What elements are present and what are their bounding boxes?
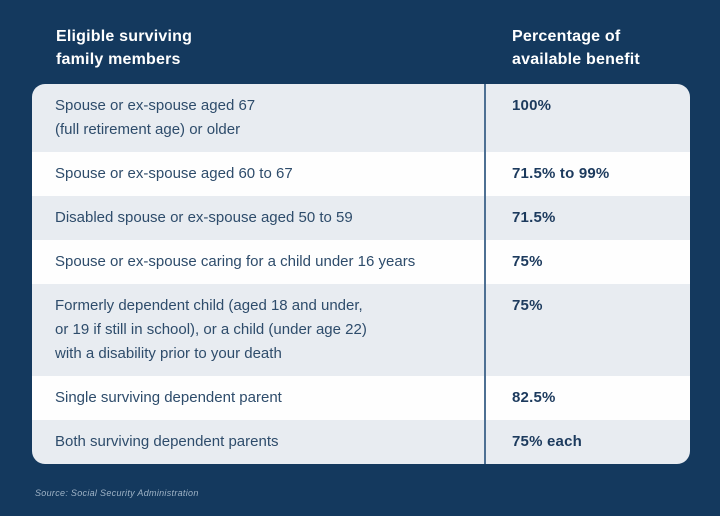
benefit-cell: 75% xyxy=(484,284,690,376)
benefit-cell: 82.5% xyxy=(484,376,690,420)
table-header: Eligible surviving family members Percen… xyxy=(0,0,720,71)
benefit-cell: 75% each xyxy=(484,420,690,464)
benefit-cell: 75% xyxy=(484,240,690,284)
table-row: Disabled spouse or ex-spouse aged 50 to … xyxy=(32,196,690,240)
table-row: Spouse or ex-spouse caring for a child u… xyxy=(32,240,690,284)
member-cell: Both surviving dependent parents xyxy=(55,433,279,450)
member-cell: Disabled spouse or ex-spouse aged 50 to … xyxy=(55,209,353,226)
table-row: Both surviving dependent parents 75% eac… xyxy=(32,420,690,464)
table-row: Single surviving dependent parent 82.5% xyxy=(32,376,690,420)
benefit-cell: 71.5% to 99% xyxy=(484,152,690,196)
member-cell: Formerly dependent child (aged 18 and un… xyxy=(55,297,367,362)
member-cell: Spouse or ex-spouse aged 67 (full retire… xyxy=(55,97,256,138)
header-benefit-label: Percentage of available benefit xyxy=(512,28,640,68)
benefit-cell: 71.5% xyxy=(484,196,690,240)
member-cell: Spouse or ex-spouse caring for a child u… xyxy=(55,253,416,270)
benefits-card: Spouse or ex-spouse aged 67 (full retire… xyxy=(32,84,690,464)
table-row: Spouse or ex-spouse aged 67 (full retire… xyxy=(32,84,690,152)
table-row: Spouse or ex-spouse aged 60 to 67 71.5% … xyxy=(32,152,690,196)
header-members-label: Eligible surviving family members xyxy=(56,28,193,68)
member-cell: Single surviving dependent parent xyxy=(55,389,282,406)
source-note: Source: Social Security Administration xyxy=(35,488,199,498)
table-row: Formerly dependent child (aged 18 and un… xyxy=(32,284,690,376)
member-cell: Spouse or ex-spouse aged 60 to 67 xyxy=(55,165,293,182)
benefit-cell: 100% xyxy=(484,84,690,152)
